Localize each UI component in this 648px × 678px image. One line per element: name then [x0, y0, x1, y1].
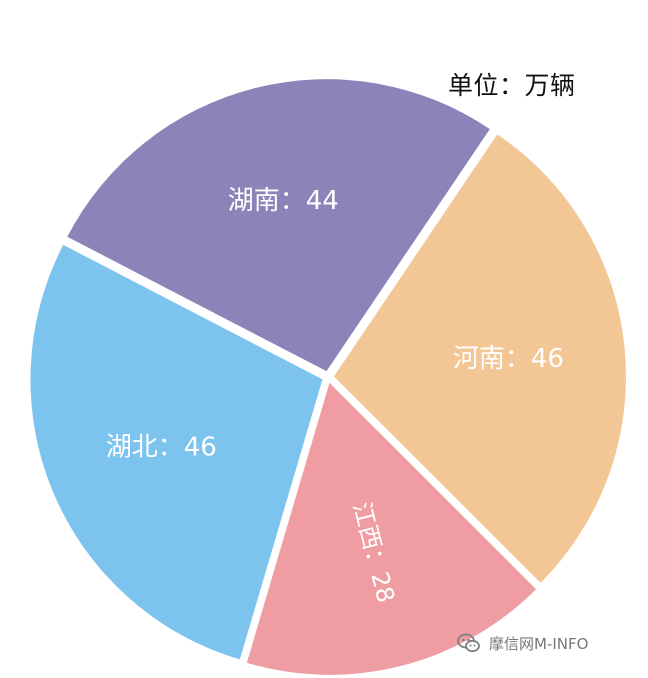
- pie-label-2: 湖北：46: [106, 433, 217, 463]
- pie-slice-1: [246, 382, 537, 675]
- pie-slice-2: [30, 244, 323, 660]
- pie-label-3: 湖南：44: [228, 186, 339, 216]
- wechat-icon: [457, 633, 480, 653]
- watermark-text: 摩信网M-INFO: [489, 634, 589, 653]
- watermark: 摩信网M-INFO: [455, 629, 588, 657]
- pie-slice-3: [67, 79, 490, 372]
- pie-slice-0: [333, 134, 626, 583]
- unit-label: 单位：万辆: [448, 71, 576, 100]
- pie-label-0: 河南：46: [453, 344, 564, 374]
